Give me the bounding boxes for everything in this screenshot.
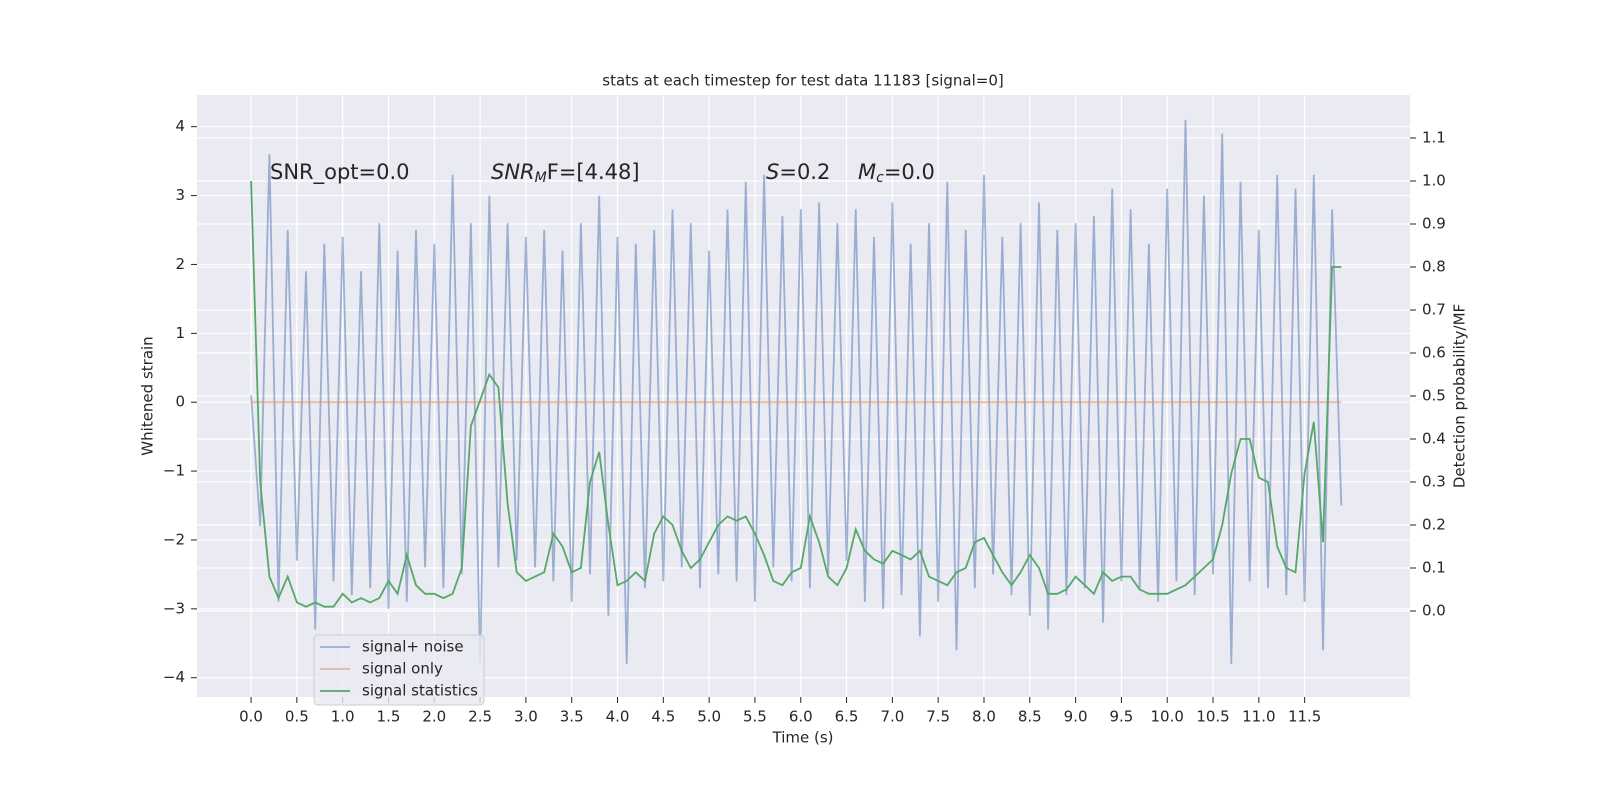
annotation-part: SNR — [491, 160, 535, 184]
x-tick-label: 4.5 — [651, 708, 675, 726]
y2-tick-label: 0.6 — [1422, 344, 1446, 362]
grid — [197, 95, 1410, 697]
x-tick-label: 10.5 — [1196, 708, 1229, 726]
y2-tick-label: 0.3 — [1422, 473, 1446, 491]
x-tick-label: 0.5 — [285, 708, 309, 726]
y-tick-label: −3 — [163, 599, 185, 617]
legend: signal+ noise signal only signal statistic… — [313, 634, 485, 706]
marks — [250, 119, 1343, 664]
x-tick-label: 8.0 — [972, 708, 996, 726]
y2-tick-label: 0.4 — [1422, 430, 1446, 448]
x-tick-label: 2.0 — [422, 708, 446, 726]
y2-tick-label: 0.0 — [1422, 602, 1446, 620]
y-tick-label: 1 — [175, 324, 185, 342]
annotation-part: M — [858, 160, 876, 184]
annotation-part: M — [535, 170, 547, 186]
legend-label: signal only — [362, 660, 443, 678]
x-axis-label: Time (s) — [772, 729, 834, 747]
x-tick-label: 6.0 — [789, 708, 813, 726]
y-tick-label: 0 — [175, 393, 185, 411]
labels: 0.0 0.5 1.0 1.5 2.0 2.5 3.0 3.5 4.0 4.5 5.0 5.5 6.0 6… — [163, 117, 1446, 725]
x-tick-label: 0.0 — [239, 708, 263, 726]
x-tick-label: 1.0 — [331, 708, 355, 726]
y2-tick-label: 0.8 — [1422, 258, 1446, 276]
legend-label: signal+ noise — [362, 638, 464, 656]
y2-tick-label: 0.5 — [1422, 387, 1446, 405]
x-tick-label: 10.0 — [1151, 708, 1184, 726]
y2-tick-label: 0.9 — [1422, 215, 1446, 233]
chart-title: stats at each timestep for test data 111… — [602, 72, 1003, 90]
x-tick-label: 11.5 — [1288, 708, 1321, 726]
y-tick-label: −2 — [163, 530, 185, 548]
legend-box — [313, 634, 485, 706]
x-tick-label: 2.5 — [468, 708, 492, 726]
y-tick-label: 3 — [175, 186, 185, 204]
x-tick-label: 9.5 — [1109, 708, 1133, 726]
annotation-part: S — [766, 160, 779, 184]
legend-label: signal statistics — [362, 682, 478, 700]
annotation: SNRMF=[4.48] — [491, 160, 640, 186]
annotation-part: =0.2 — [779, 160, 830, 184]
x-tick-label: 7.5 — [926, 708, 950, 726]
x-tick-label: 5.0 — [697, 708, 721, 726]
y2-tick-label: 0.2 — [1422, 516, 1446, 534]
annotation-part: F=[4.48] — [547, 160, 640, 184]
series-line — [250, 119, 1343, 664]
x-tick-label: 3.5 — [560, 708, 584, 726]
annotation-part: c — [876, 170, 884, 186]
y-tick-label: −1 — [163, 462, 185, 480]
y2-tick-label: 0.7 — [1422, 301, 1446, 319]
x-tick-label: 5.5 — [743, 708, 767, 726]
x-tick-label: 11.0 — [1242, 708, 1275, 726]
y-tick-label: 4 — [175, 117, 185, 135]
annotation-part: SNR_opt=0.0 — [270, 160, 410, 185]
y-tick-label: −4 — [163, 668, 185, 686]
y-axis-label: Whitened strain — [139, 336, 157, 455]
annotation: Mc=0.0 — [858, 160, 935, 186]
y2-axis-label: Detection probability/MF — [1451, 304, 1469, 488]
series-line — [250, 180, 1342, 608]
y2-tick-label: 1.0 — [1422, 172, 1446, 190]
annotation-part: =0.0 — [884, 160, 935, 184]
x-tick-label: 7.0 — [880, 708, 904, 726]
y2-tick-label: 1.1 — [1422, 129, 1446, 147]
annotation: SNR_opt=0.0 — [270, 160, 410, 185]
x-tick-label: 3.0 — [514, 708, 538, 726]
x-tick-label: 6.5 — [835, 708, 859, 726]
x-tick-label: 9.0 — [1064, 708, 1088, 726]
y2-tick-label: 0.1 — [1422, 559, 1446, 577]
annotation: S=0.2 — [766, 160, 830, 184]
y-tick-label: 2 — [175, 255, 185, 273]
x-tick-label: 8.5 — [1018, 708, 1042, 726]
x-tick-label: 4.0 — [606, 708, 630, 726]
x-tick-label: 1.5 — [377, 708, 401, 726]
